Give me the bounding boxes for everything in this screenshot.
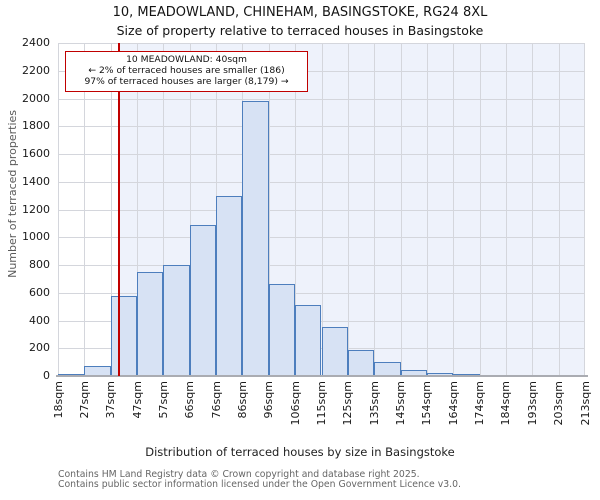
x-tick-label: 18sqm — [51, 381, 65, 419]
footer-line-2: Contains public sector information licen… — [58, 478, 461, 490]
v-gridline — [321, 43, 323, 376]
histogram-bar — [321, 327, 348, 376]
annotation-property-label: 10 MEADOWLAND: 40sqm — [126, 54, 247, 65]
y-tick-label: 1200 — [22, 202, 50, 216]
x-tick-label: 184sqm — [499, 381, 513, 426]
y-tick-label: 800 — [29, 258, 50, 271]
x-tick-label: 203sqm — [552, 381, 566, 426]
v-gridline — [268, 43, 270, 376]
x-tick-label: 193sqm — [525, 381, 539, 426]
x-tick-label: 47sqm — [130, 381, 144, 419]
x-tick-label: 106sqm — [288, 381, 302, 426]
y-tick-label: 2000 — [22, 91, 50, 105]
v-gridline — [110, 43, 112, 376]
histogram-bar — [295, 304, 322, 376]
x-tick-label: 164sqm — [446, 381, 460, 426]
x-axis-line — [56, 375, 588, 377]
property-size-marker-line — [117, 43, 120, 376]
x-tick-label: 174sqm — [473, 381, 487, 426]
v-gridline — [479, 43, 481, 376]
y-axis-title: Number of terraced properties — [6, 110, 19, 278]
x-tick-label: 57sqm — [156, 381, 170, 419]
chart-title: 10, MEADOWLAND, CHINEHAM, BASINGSTOKE, R… — [112, 5, 488, 20]
histogram-bar — [163, 265, 190, 376]
histogram-bar — [110, 296, 138, 376]
y-tick-label: 200 — [29, 341, 50, 355]
v-gridline — [400, 43, 402, 376]
x-tick-label: 37sqm — [104, 381, 118, 419]
x-tick-label: 86sqm — [235, 381, 249, 419]
v-gridline — [453, 43, 455, 376]
x-tick-label: 66sqm — [183, 381, 197, 419]
y-tick-label: 600 — [29, 285, 50, 299]
v-gridline — [347, 43, 349, 376]
chart-subtitle: Size of property relative to terraced ho… — [116, 23, 484, 38]
v-gridline — [84, 43, 86, 376]
v-gridline — [137, 43, 139, 376]
annotation-larger-stat: 97% of terraced houses are larger (8,179… — [84, 76, 289, 88]
histogram-bar — [189, 224, 217, 376]
plot-area: 10 MEADOWLAND: 40sqm ← 2% of terraced ho… — [56, 43, 588, 377]
footer-line-1: Contains HM Land Registry data © Crown c… — [58, 469, 420, 480]
y-tick-label: 1600 — [22, 147, 50, 160]
v-gridline — [584, 43, 585, 376]
y-tick-label: 1000 — [22, 230, 50, 244]
x-tick-label: 135sqm — [367, 381, 381, 426]
histogram-bar — [242, 101, 269, 376]
histogram-bar — [347, 349, 375, 376]
annotation-smaller-stat: ← 2% of terraced houses are smaller (186… — [88, 65, 285, 77]
x-tick-label: 76sqm — [209, 381, 223, 419]
x-tick-label: 115sqm — [315, 381, 328, 426]
y-tick-label: 400 — [29, 313, 50, 327]
footer: Contains HM Land Registry data © Crown c… — [58, 470, 461, 489]
histogram-bar — [374, 362, 401, 376]
v-gridline — [558, 43, 560, 376]
v-gridline — [374, 43, 376, 376]
y-tick-label: 0 — [43, 369, 50, 382]
x-axis-title: Distribution of terraced houses by size … — [145, 445, 455, 459]
v-gridline — [58, 43, 59, 376]
histogram-bar — [216, 195, 243, 376]
v-gridline — [505, 43, 507, 376]
v-gridline — [426, 43, 428, 376]
x-tick-label: 96sqm — [262, 381, 276, 419]
v-gridline — [532, 43, 534, 376]
annotation-box: 10 MEADOWLAND: 40sqm ← 2% of terraced ho… — [65, 51, 308, 92]
y-tick-label: 2200 — [22, 63, 50, 77]
x-tick-label: 213sqm — [578, 381, 592, 426]
v-gridline — [163, 43, 165, 376]
y-tick-label: 2400 — [22, 36, 50, 49]
x-tick-label: 154sqm — [420, 381, 434, 426]
x-tick-label: 145sqm — [394, 381, 408, 426]
y-tick-label: 1800 — [22, 119, 50, 133]
x-tick-label: 125sqm — [341, 381, 355, 426]
histogram-bar — [268, 284, 296, 376]
histogram-bar — [137, 271, 164, 376]
v-gridline — [189, 43, 191, 376]
y-tick-label: 1400 — [22, 174, 50, 188]
x-tick-label: 27sqm — [77, 381, 91, 419]
v-gridline — [295, 43, 297, 376]
